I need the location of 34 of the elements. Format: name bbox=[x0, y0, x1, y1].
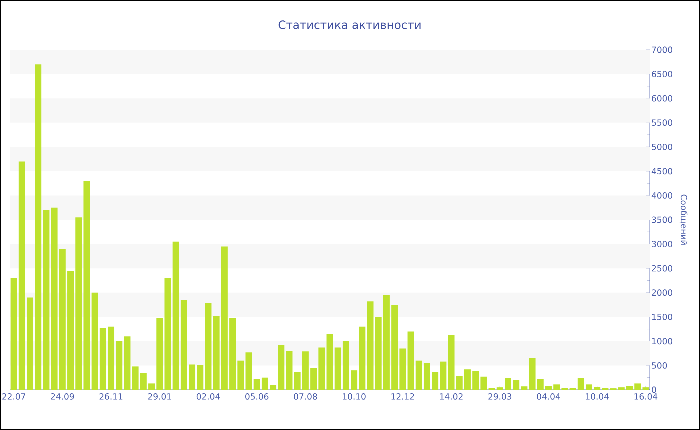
x-tick-label: 07.08 bbox=[294, 394, 318, 400]
chart-title: Статистика активности bbox=[278, 20, 421, 30]
y-tick-label: 2500 bbox=[652, 265, 673, 272]
x-tick-label: 02.04 bbox=[196, 394, 220, 400]
y-axis-title: Сообщений bbox=[680, 194, 688, 245]
x-tick-label: 10.10 bbox=[343, 394, 366, 400]
x-tick-label: 29.03 bbox=[488, 394, 512, 400]
x-tick-label: 24.09 bbox=[51, 394, 74, 400]
y-tick-label: 500 bbox=[652, 362, 668, 369]
y-tick-label: 0 bbox=[652, 386, 656, 394]
y-tick-label: 7000 bbox=[652, 46, 673, 54]
bar bbox=[286, 351, 293, 390]
x-tick-label: 29.01 bbox=[148, 394, 172, 400]
x-tick-label: 22.07 bbox=[2, 394, 26, 400]
x-tick-label: 26.11 bbox=[100, 394, 123, 400]
y-tick-label: 2000 bbox=[652, 290, 673, 296]
bar bbox=[246, 352, 252, 390]
x-tick-label: 14.02 bbox=[440, 394, 463, 400]
y-tick-label: 6000 bbox=[652, 95, 673, 102]
y-tick-label: 1000 bbox=[652, 338, 673, 345]
y-tick-label: 1500 bbox=[652, 314, 673, 320]
x-tick-label: 10.04 bbox=[586, 394, 609, 400]
x-tick-label: 12.12 bbox=[392, 394, 414, 400]
y-tick-label: 5000 bbox=[652, 144, 673, 150]
y-tick-label: 6500 bbox=[652, 71, 673, 78]
y-tick-label: 4500 bbox=[652, 168, 673, 175]
x-tick-label: 05.06 bbox=[246, 394, 269, 400]
x-tick-label: 04.04 bbox=[537, 394, 560, 400]
x-tick-label: 16.04 bbox=[634, 394, 658, 400]
y-tick-label: 5500 bbox=[652, 120, 673, 126]
y-tick-label: 4000 bbox=[652, 192, 673, 199]
bar bbox=[326, 334, 334, 390]
y-tick-label: 3500 bbox=[652, 216, 673, 224]
y-tick-label: 3000 bbox=[652, 241, 673, 248]
